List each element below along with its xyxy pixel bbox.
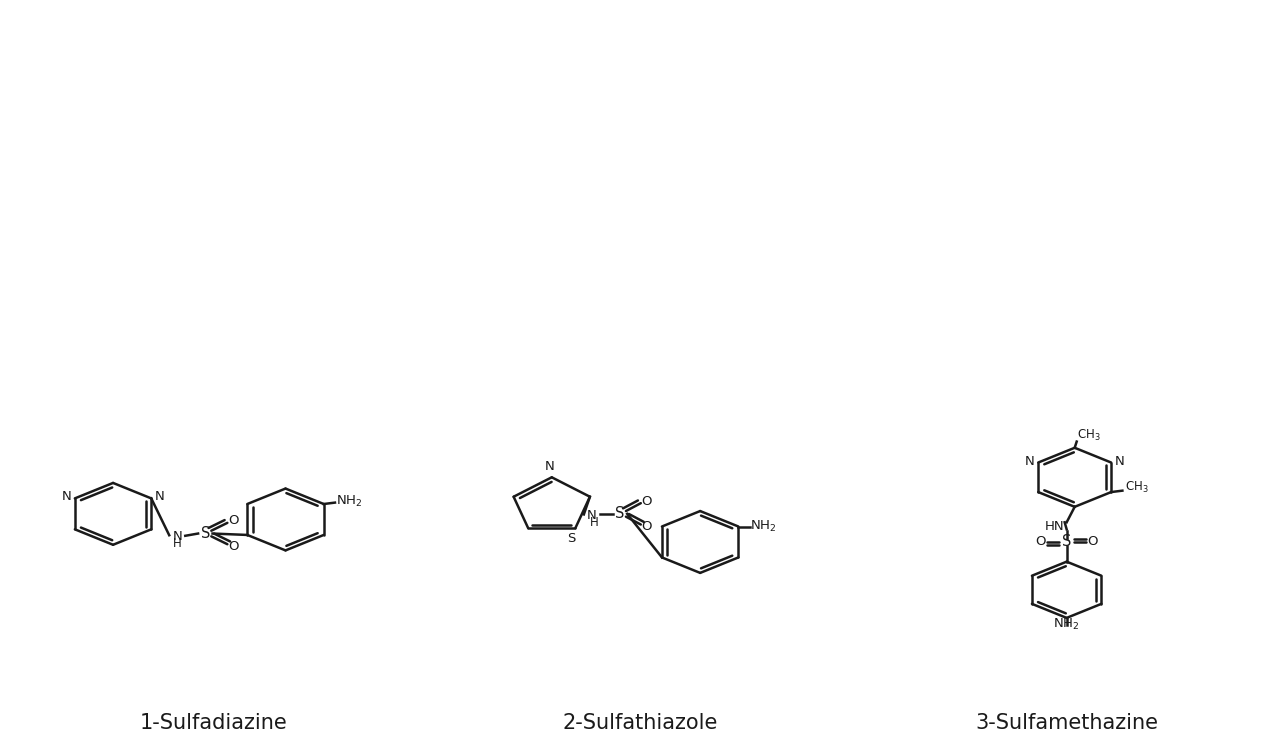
- Text: N: N: [61, 491, 72, 503]
- Text: NH$_2$: NH$_2$: [335, 494, 362, 509]
- Text: O: O: [1036, 536, 1046, 548]
- Text: S: S: [201, 526, 210, 541]
- Text: 1-Sulfadiazine: 1-Sulfadiazine: [140, 713, 287, 733]
- Text: O: O: [228, 514, 238, 528]
- Text: N: N: [173, 530, 182, 543]
- Text: O: O: [228, 539, 238, 553]
- Text: H: H: [173, 537, 182, 550]
- Text: N: N: [545, 460, 554, 473]
- Text: N: N: [155, 491, 164, 503]
- Text: O: O: [641, 520, 652, 533]
- Text: CH$_3$: CH$_3$: [1125, 480, 1149, 495]
- Text: N: N: [1024, 454, 1034, 468]
- Text: 3-Sulfamethazine: 3-Sulfamethazine: [975, 713, 1158, 733]
- Text: N: N: [588, 509, 596, 522]
- Text: HN: HN: [1044, 520, 1065, 533]
- Text: S: S: [616, 506, 625, 522]
- Text: N: N: [1115, 454, 1125, 468]
- Text: H: H: [590, 516, 598, 529]
- Text: O: O: [641, 495, 652, 508]
- Text: CH$_3$: CH$_3$: [1076, 428, 1101, 443]
- Text: O: O: [1088, 536, 1098, 548]
- Text: S: S: [1062, 534, 1071, 550]
- Text: 2-Sulfathiazole: 2-Sulfathiazole: [562, 713, 718, 733]
- Text: NH$_2$: NH$_2$: [1053, 616, 1080, 632]
- Text: NH$_2$: NH$_2$: [750, 519, 777, 534]
- Text: S: S: [567, 532, 576, 545]
